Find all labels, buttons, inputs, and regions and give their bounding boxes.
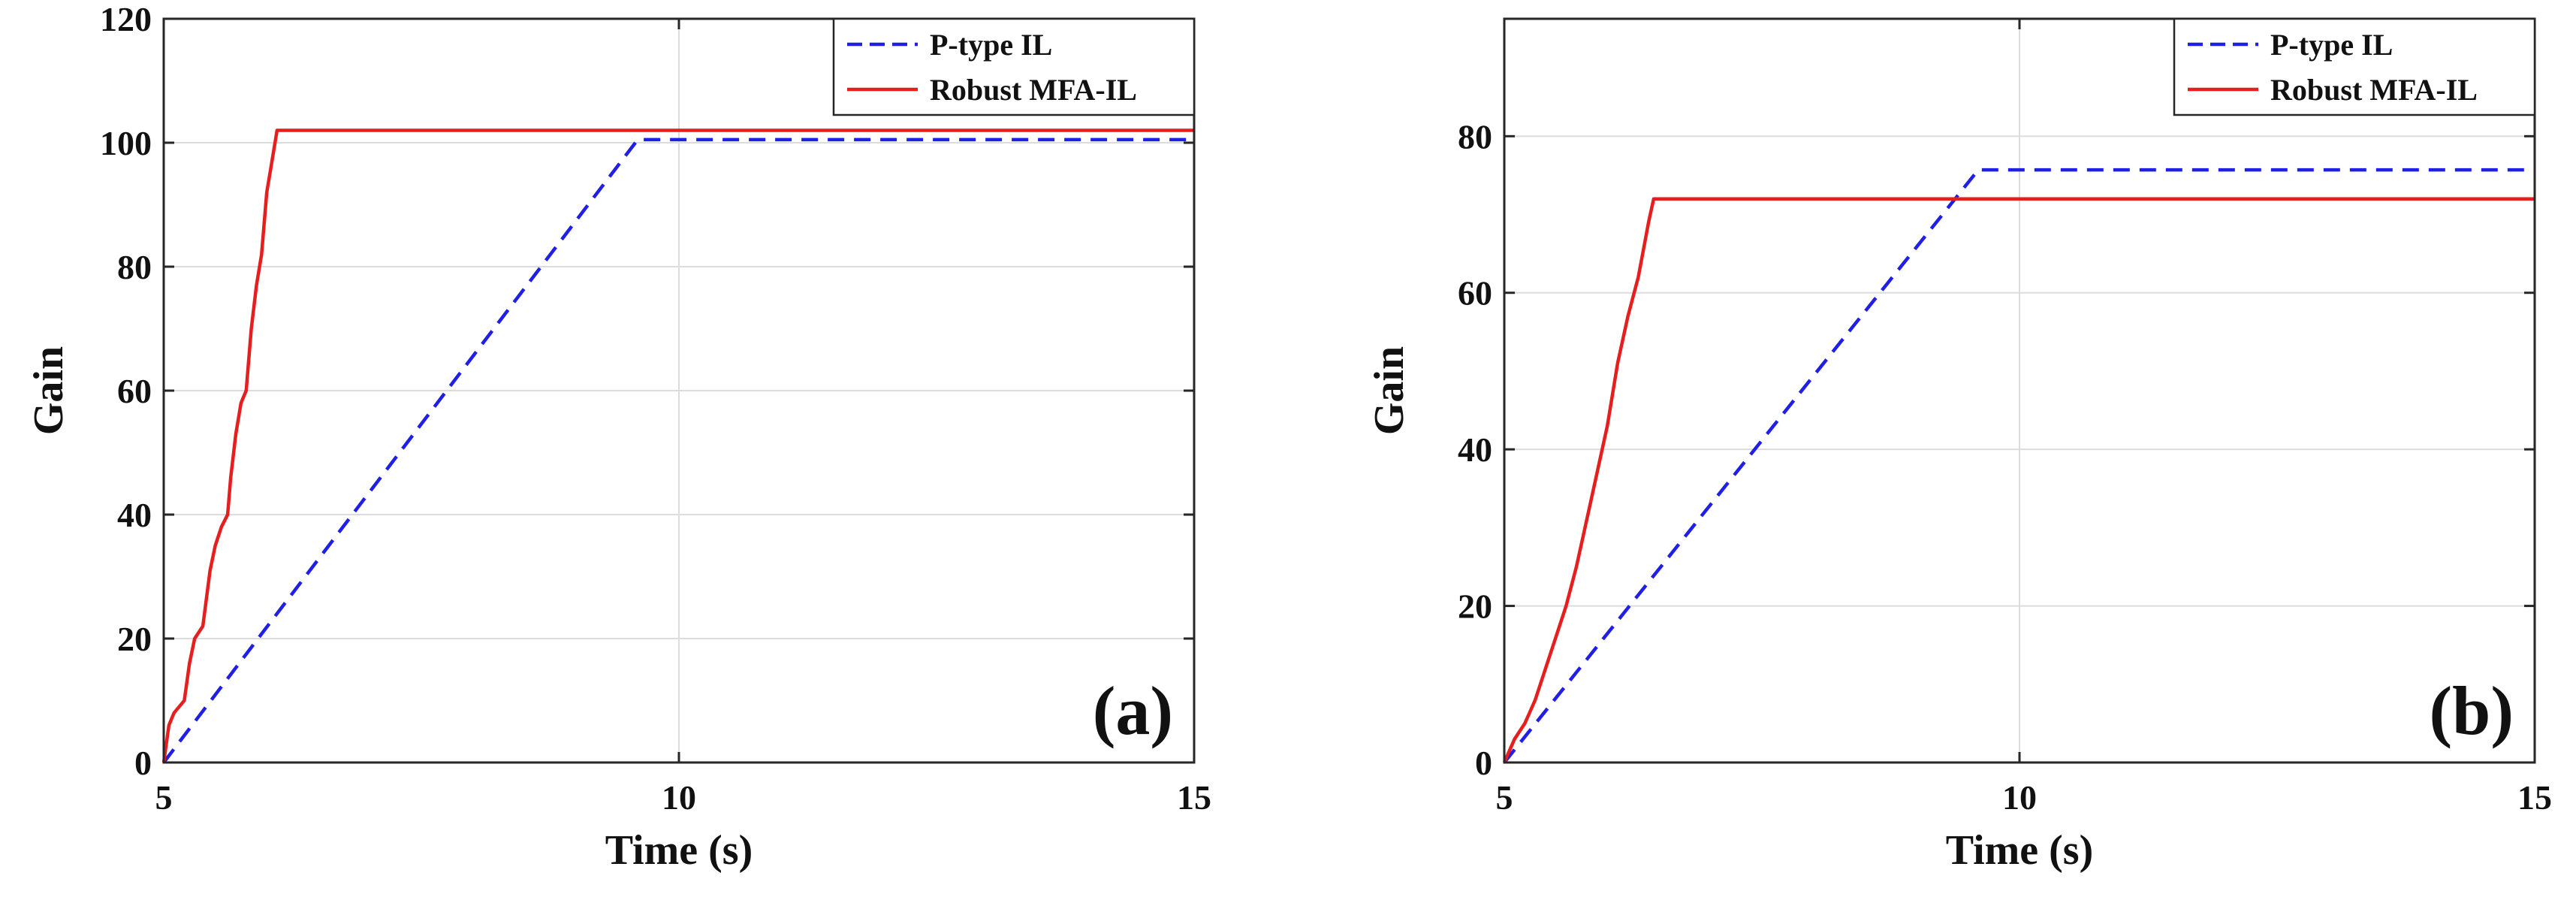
series-line-p-type-il	[1503, 168, 2535, 764]
legend-box	[2173, 17, 2536, 116]
y-tick-label: 0	[1475, 744, 1492, 782]
legend-label: P-type IL	[2270, 28, 2393, 62]
legend-box	[832, 17, 1196, 116]
y-tick-label: 20	[117, 620, 152, 658]
series-line-robust-mfa-il	[1502, 197, 2535, 763]
panel-label: (a)	[1093, 672, 1173, 749]
x-tick-label: 15	[2517, 778, 2552, 817]
legend-label: Robust MFA-IL	[2270, 73, 2478, 107]
y-tick-label: 100	[100, 124, 152, 162]
chart-panel-b: 0 20 40 60 80 5 10 15 Time (s) Gain P-type IL Robus…	[1366, 17, 2552, 874]
x-tick-label: 15	[1177, 778, 1211, 817]
legend: P-type IL Robust MFA-IL	[832, 17, 1196, 116]
y-tick-label: 40	[1458, 430, 1492, 469]
y-tick-label: 0	[134, 744, 152, 782]
x-axis-label: Time (s)	[1946, 827, 2094, 874]
legend: P-type IL Robust MFA-IL	[2173, 17, 2536, 116]
y-tick-label: 120	[100, 0, 152, 38]
chart-panel-a: 0 20 40 60 80 100 120 5 10 15 Time (s) Gain P-type I…	[26, 0, 1211, 874]
y-tick-label: 60	[1458, 274, 1492, 313]
y-axis-label: Gain	[26, 346, 72, 435]
x-axis-label: Time (s)	[605, 827, 753, 874]
x-tick-label: 10	[662, 778, 696, 817]
series-line-robust-mfa-il	[161, 128, 1194, 763]
panel-label: (b)	[2430, 672, 2514, 749]
y-tick-label: 80	[1458, 117, 1492, 156]
y-tick-label: 40	[117, 496, 152, 534]
y-axis-label: Gain	[1366, 346, 1413, 435]
y-tick-label: 80	[117, 248, 152, 286]
legend-label: Robust MFA-IL	[930, 73, 1137, 107]
y-tick-label: 20	[1458, 587, 1492, 626]
legend-label: P-type IL	[930, 28, 1052, 62]
x-tick-label: 5	[155, 778, 173, 817]
y-tick-label: 60	[117, 372, 152, 410]
x-tick-label: 10	[2002, 778, 2037, 817]
x-tick-label: 5	[1496, 778, 1513, 817]
